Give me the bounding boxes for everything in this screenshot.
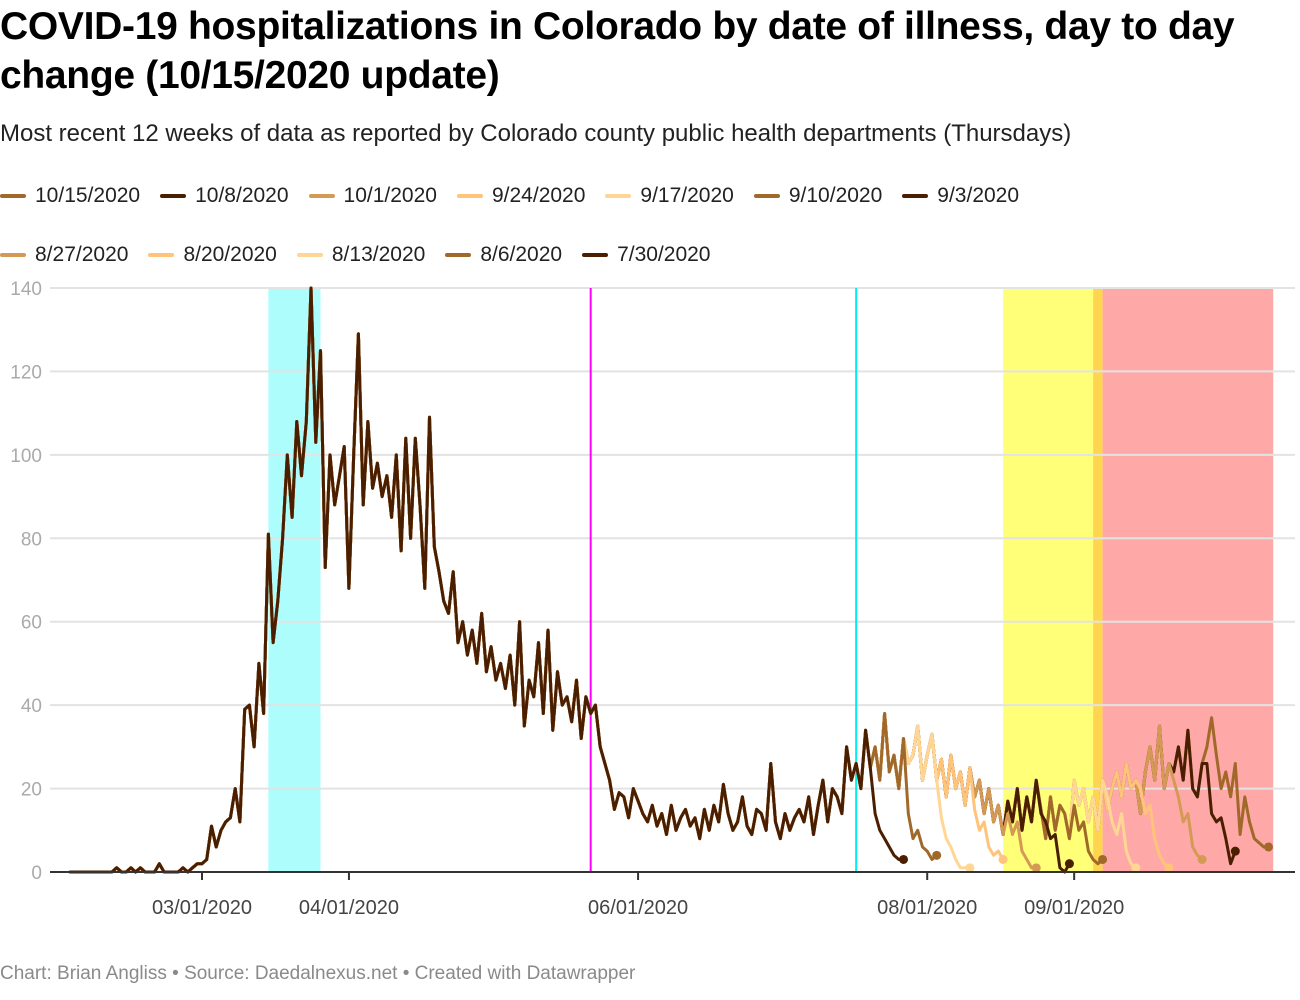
x-tick-label: 06/01/2020 xyxy=(588,897,688,919)
y-tick-label: 40 xyxy=(21,696,42,717)
legend-swatch xyxy=(605,193,632,198)
legend-swatch xyxy=(902,193,929,198)
highlight-band xyxy=(1093,288,1103,872)
series-end-dot xyxy=(965,863,975,873)
y-tick-label: 60 xyxy=(21,613,42,634)
x-tick-label: 04/01/2020 xyxy=(299,897,399,919)
legend-label: 8/13/2020 xyxy=(331,242,426,266)
chart-title: COVID-19 hospitalizations in Colorado by… xyxy=(0,5,1235,97)
legend-item: 9/24/2020 xyxy=(456,180,586,211)
legend-label: 10/1/2020 xyxy=(343,183,437,207)
chart-subtitle: Most recent 12 weeks of data as reported… xyxy=(0,120,1072,147)
legend-item: 8/20/2020 xyxy=(148,239,277,270)
y-tick-label: 100 xyxy=(10,446,42,467)
series-end-dot xyxy=(932,850,942,860)
legend-swatch xyxy=(445,252,472,257)
legend-item: 8/6/2020 xyxy=(445,239,562,270)
legend-swatch xyxy=(0,193,26,198)
legend-label: 9/24/2020 xyxy=(491,183,586,207)
chart-footer: Chart: Brian Angliss • Source: Daedalnex… xyxy=(0,963,636,984)
x-tick-label: 03/01/2020 xyxy=(152,897,252,919)
legend-label: 8/6/2020 xyxy=(480,242,563,266)
y-tick-label: 140 xyxy=(10,279,42,300)
y-tick-label: 120 xyxy=(10,362,42,383)
series-end-dot xyxy=(1131,863,1141,873)
legend-item: 7/30/2020 xyxy=(582,239,711,270)
y-tick-label: 80 xyxy=(21,529,42,550)
legend-label: 8/27/2020 xyxy=(35,242,129,266)
legend-label: 8/20/2020 xyxy=(183,242,277,266)
x-tick-label: 08/01/2020 xyxy=(877,897,977,919)
series-line-8-13-2020 xyxy=(69,286,970,874)
legend-label: 9/3/2020 xyxy=(937,183,1020,207)
legend-item: 9/10/2020 xyxy=(753,180,883,211)
legend-swatch xyxy=(160,193,187,198)
legend-item: 9/3/2020 xyxy=(902,180,1019,211)
series-end-dot xyxy=(899,854,909,864)
legend-item: 9/17/2020 xyxy=(605,180,734,211)
series-line-7-30-2020 xyxy=(69,286,904,874)
legend-item: 10/15/2020 xyxy=(0,180,140,211)
legend: 10/15/2020 10/8/2020 10/1/2020 9/24/2020 9/1… xyxy=(0,180,1290,270)
legend-label: 10/15/2020 xyxy=(35,183,141,207)
series-end-dot xyxy=(1264,842,1273,852)
legend-item: 8/13/2020 xyxy=(296,239,426,270)
series-end-dot xyxy=(1164,863,1174,873)
series-end-dot xyxy=(998,854,1008,864)
series-line-8-27-2020 xyxy=(69,286,1037,874)
legend-item: 8/27/2020 xyxy=(0,239,128,270)
series-end-dot xyxy=(1098,854,1108,864)
legend-item: 10/8/2020 xyxy=(160,180,289,211)
series-line-9-3-2020 xyxy=(69,286,1071,874)
legend-label: 7/30/2020 xyxy=(617,242,711,266)
series-end-dot xyxy=(1197,854,1207,864)
legend-swatch xyxy=(0,252,26,257)
highlight-band xyxy=(1102,288,1274,872)
y-tick-label: 20 xyxy=(21,780,42,801)
series-end-dot xyxy=(1230,846,1240,856)
highlight-band xyxy=(1003,288,1094,872)
legend-swatch xyxy=(582,252,609,257)
legend-swatch xyxy=(456,193,483,198)
highlight-band xyxy=(268,288,321,872)
series-line-8-20-2020 xyxy=(69,286,1005,874)
series-end-dot xyxy=(1031,863,1041,873)
x-tick-label: 09/01/2020 xyxy=(1024,897,1124,919)
series-line-9-17-2020 xyxy=(69,286,1137,874)
legend-label: 9/10/2020 xyxy=(788,183,883,207)
y-tick-label: 0 xyxy=(31,863,42,884)
legend-label: 9/17/2020 xyxy=(640,183,734,207)
legend-item: 10/1/2020 xyxy=(308,180,437,211)
legend-swatch xyxy=(308,193,335,198)
legend-swatch xyxy=(296,252,323,257)
series-line-8-6-2020 xyxy=(69,286,938,874)
legend-swatch xyxy=(753,193,780,198)
legend-label: 10/8/2020 xyxy=(195,183,289,207)
series-end-dot xyxy=(1064,859,1074,869)
legend-swatch xyxy=(148,252,175,257)
